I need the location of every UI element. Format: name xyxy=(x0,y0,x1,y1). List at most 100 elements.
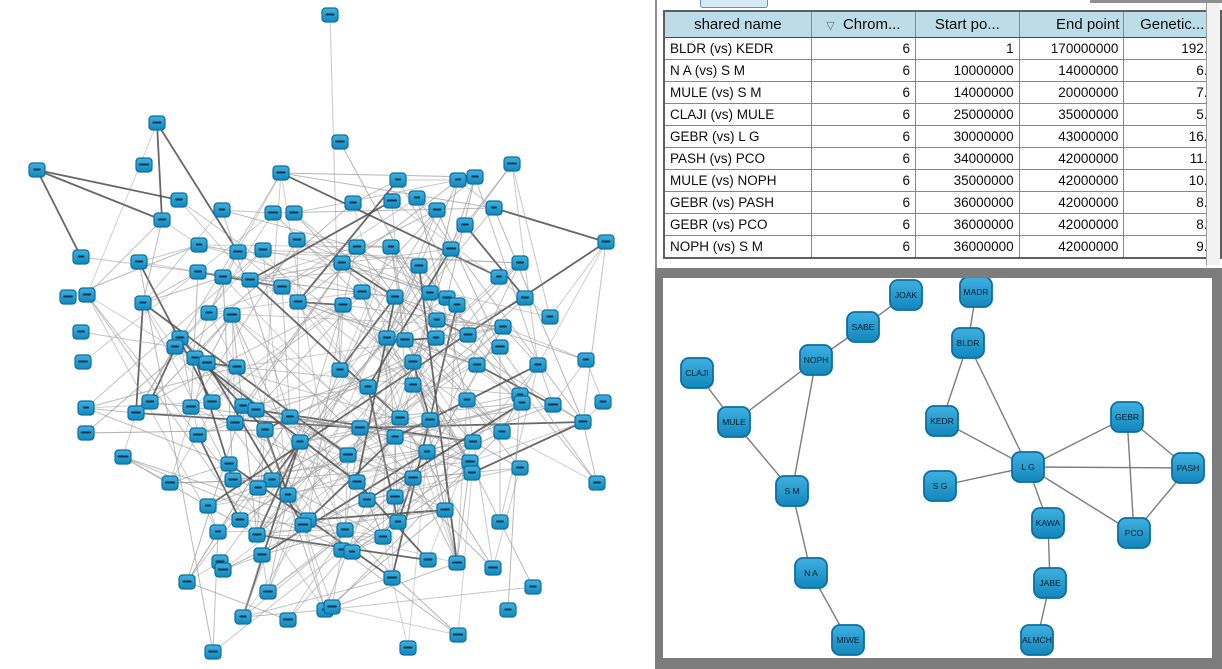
cell-end-point[interactable]: 42000000 xyxy=(1018,191,1125,214)
network-node[interactable] xyxy=(448,297,466,313)
cell-genetic-distance[interactable]: 8.4 xyxy=(1123,213,1222,236)
table-row[interactable]: N A (vs) S M610000000140000006.6 xyxy=(663,59,1222,82)
column-header-start-position[interactable]: Start po... xyxy=(915,10,1020,38)
network-node[interactable] xyxy=(220,456,238,472)
network-node[interactable] xyxy=(248,527,266,543)
network-node[interactable] xyxy=(491,339,509,355)
network-node[interactable] xyxy=(114,449,132,465)
network-node[interactable] xyxy=(353,284,371,300)
network-node[interactable] xyxy=(161,475,179,491)
network-node[interactable] xyxy=(396,332,414,348)
network-node[interactable] xyxy=(331,134,349,150)
network-node[interactable] xyxy=(72,249,90,265)
network-node[interactable] xyxy=(213,202,231,218)
dense-network-canvas[interactable] xyxy=(0,0,655,669)
network-node[interactable] xyxy=(399,640,417,656)
network-node[interactable] xyxy=(359,379,377,395)
network-node[interactable] xyxy=(141,394,159,410)
network-node[interactable] xyxy=(272,165,290,181)
network-node[interactable] xyxy=(241,272,259,288)
network-node[interactable] xyxy=(333,255,351,271)
column-header-end-point[interactable]: End point xyxy=(1018,10,1125,38)
cell-chromosome[interactable]: 6 xyxy=(810,235,917,259)
network-node[interactable] xyxy=(348,239,366,255)
cell-start-position[interactable]: 34000000 xyxy=(915,147,1020,170)
network-node[interactable] xyxy=(427,330,445,346)
cell-chromosome[interactable]: 6 xyxy=(810,103,917,126)
network-node-pco[interactable]: PCO xyxy=(1117,517,1151,549)
network-node[interactable] xyxy=(339,447,357,463)
cell-chromosome[interactable]: 6 xyxy=(810,169,917,192)
network-node[interactable] xyxy=(279,487,297,503)
cell-end-point[interactable]: 42000000 xyxy=(1018,235,1125,259)
network-node[interactable] xyxy=(442,241,460,257)
cell-chromosome[interactable]: 6 xyxy=(810,37,917,60)
cell-start-position[interactable]: 36000000 xyxy=(915,191,1020,214)
cell-shared-name[interactable]: PASH (vs) PCO xyxy=(663,147,812,170)
cell-start-position[interactable]: 30000000 xyxy=(915,125,1020,148)
network-node[interactable] xyxy=(484,560,502,576)
cell-genetic-distance[interactable]: 5.9 xyxy=(1123,103,1222,126)
network-node[interactable] xyxy=(254,242,272,258)
network-node[interactable] xyxy=(449,172,467,188)
network-node[interactable] xyxy=(494,319,512,335)
network-node[interactable] xyxy=(386,489,404,505)
network-node[interactable] xyxy=(331,362,349,378)
cell-chromosome[interactable]: 6 xyxy=(810,147,917,170)
network-node[interactable] xyxy=(351,420,369,436)
table-scrollbar-track[interactable] xyxy=(1206,3,1220,265)
network-node[interactable] xyxy=(127,405,145,421)
network-node[interactable] xyxy=(182,399,200,415)
network-node[interactable] xyxy=(541,309,559,325)
table-row[interactable]: MULE (vs) S M614000000200000007.5 xyxy=(663,81,1222,104)
network-node[interactable] xyxy=(263,472,281,488)
table-row[interactable]: GEBR (vs) PASH636000000420000008.9 xyxy=(663,191,1222,214)
network-node[interactable] xyxy=(166,339,184,355)
cell-shared-name[interactable]: GEBR (vs) L G xyxy=(663,125,812,148)
network-node-gebr[interactable]: GEBR xyxy=(1110,401,1144,433)
network-node[interactable] xyxy=(404,470,422,486)
network-node-claji[interactable]: CLAJI xyxy=(680,357,714,389)
network-node[interactable] xyxy=(214,269,232,285)
network-node[interactable] xyxy=(529,357,547,373)
network-node[interactable] xyxy=(256,422,274,438)
network-node[interactable] xyxy=(511,255,529,271)
table-row[interactable]: PASH (vs) PCO 6 34000000 42000000 11.4 xyxy=(663,147,1222,170)
cell-end-point[interactable]: 42000000 xyxy=(1018,213,1125,236)
network-node[interactable] xyxy=(463,465,481,481)
network-node[interactable] xyxy=(358,492,376,508)
network-node[interactable] xyxy=(389,514,407,530)
network-node[interactable] xyxy=(285,205,303,221)
network-node[interactable] xyxy=(374,529,392,545)
network-node[interactable] xyxy=(170,192,188,208)
network-node[interactable] xyxy=(404,377,422,393)
cell-shared-name[interactable]: NOPH (vs) S M xyxy=(663,235,812,259)
sort-filter-icon[interactable]: ▽ xyxy=(826,20,835,32)
network-node[interactable] xyxy=(459,327,477,343)
network-node[interactable] xyxy=(386,289,404,305)
network-node-jabe[interactable]: JABE xyxy=(1033,567,1067,599)
network-node[interactable] xyxy=(436,502,454,518)
network-node[interactable] xyxy=(273,279,291,295)
network-node[interactable] xyxy=(203,394,221,410)
cell-genetic-distance[interactable]: 6.6 xyxy=(1123,59,1222,82)
cell-end-point[interactable]: 42000000 xyxy=(1018,169,1125,192)
network-node[interactable] xyxy=(200,305,218,321)
network-node[interactable] xyxy=(59,289,77,305)
network-node[interactable] xyxy=(189,264,207,280)
network-node[interactable] xyxy=(135,157,153,173)
cell-shared-name[interactable]: MULE (vs) S M xyxy=(663,81,812,104)
network-node[interactable] xyxy=(209,524,227,540)
network-node[interactable] xyxy=(391,410,409,426)
network-node[interactable] xyxy=(577,352,595,368)
network-node[interactable] xyxy=(466,169,484,185)
network-node-joak[interactable]: JOAK xyxy=(889,279,923,311)
network-node[interactable] xyxy=(226,415,244,431)
network-node[interactable] xyxy=(229,244,247,260)
cell-shared-name[interactable]: CLAJI (vs) MULE xyxy=(663,103,812,126)
cell-end-point[interactable]: 42000000 xyxy=(1018,147,1125,170)
network-node[interactable] xyxy=(544,397,562,413)
network-node[interactable] xyxy=(281,409,299,425)
table-row[interactable]: CLAJI (vs) MULE625000000350000005.9 xyxy=(663,103,1222,126)
network-node[interactable] xyxy=(294,517,312,533)
